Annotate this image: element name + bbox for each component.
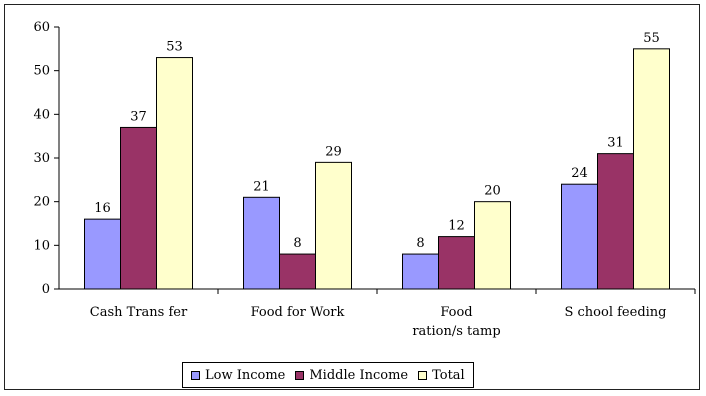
bar bbox=[633, 48, 670, 290]
bar bbox=[120, 126, 157, 290]
y-tick-label: 20 bbox=[33, 195, 50, 210]
data-label: 37 bbox=[130, 109, 147, 124]
y-tick-label: 50 bbox=[33, 64, 50, 79]
legend-label-total: Total bbox=[432, 367, 465, 383]
legend-item-total: Total bbox=[418, 368, 465, 383]
category-label: Food bbox=[440, 305, 472, 320]
legend: Low Income Middle Income Total bbox=[182, 362, 474, 388]
bar bbox=[402, 253, 439, 290]
legend-label-middle-income: Middle Income bbox=[309, 367, 409, 383]
bar bbox=[438, 236, 475, 290]
bar bbox=[597, 153, 634, 290]
y-tick-label: 30 bbox=[33, 151, 50, 166]
legend-item-low-income: Low Income bbox=[191, 368, 285, 383]
bar bbox=[279, 253, 316, 290]
category-label: Cash Trans fer bbox=[90, 305, 188, 320]
y-tick-label: 40 bbox=[33, 107, 50, 122]
y-tick-label: 60 bbox=[33, 20, 50, 35]
data-label: 21 bbox=[253, 179, 270, 194]
bar bbox=[561, 183, 598, 290]
data-label: 12 bbox=[448, 219, 465, 234]
data-label: 8 bbox=[416, 236, 424, 251]
data-label: 53 bbox=[166, 40, 183, 55]
legend-swatch-low-income bbox=[191, 370, 200, 380]
data-label: 29 bbox=[325, 144, 342, 159]
category-label: Food for Work bbox=[251, 305, 345, 320]
data-label: 20 bbox=[484, 184, 501, 199]
legend-swatch-total bbox=[418, 370, 428, 380]
legend-swatch-middle-income bbox=[295, 370, 305, 380]
y-tick-label: 10 bbox=[33, 238, 50, 253]
bar bbox=[474, 201, 511, 290]
category-label: S chool feeding bbox=[564, 305, 666, 320]
legend-item-middle-income: Middle Income bbox=[295, 368, 408, 383]
bar bbox=[84, 218, 121, 290]
y-tick-label: 0 bbox=[42, 282, 50, 297]
data-label: 31 bbox=[607, 136, 624, 151]
data-label: 8 bbox=[293, 236, 301, 251]
data-label: 16 bbox=[94, 201, 111, 216]
data-label: 55 bbox=[643, 31, 660, 46]
category-label: ration/s tamp bbox=[412, 324, 500, 339]
bar bbox=[315, 161, 352, 290]
data-label: 24 bbox=[571, 166, 588, 181]
bar bbox=[243, 196, 280, 290]
legend-label-low-income: Low Income bbox=[205, 367, 286, 383]
bar bbox=[156, 57, 193, 290]
